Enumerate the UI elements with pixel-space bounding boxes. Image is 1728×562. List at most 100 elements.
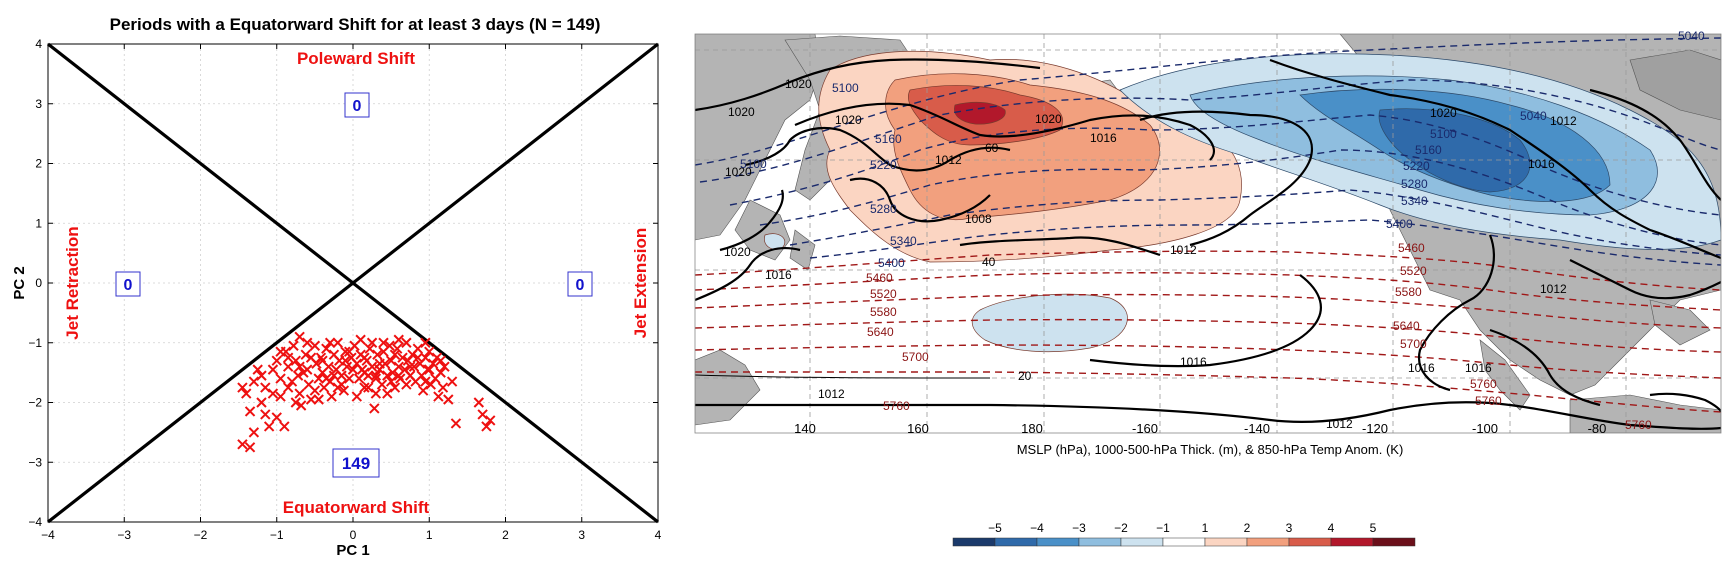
scatter-point xyxy=(271,355,282,366)
mslp-label: 1020 xyxy=(835,113,862,127)
scatter-point xyxy=(450,418,462,429)
thickness-label: 5100 xyxy=(832,81,859,95)
mslp-label: 1008 xyxy=(965,212,992,226)
x-tick-label: −4 xyxy=(41,528,55,542)
region-label-jet-extension: Jet Extension xyxy=(631,228,650,339)
scatter-point xyxy=(256,397,267,408)
thickness-label: 5100 xyxy=(740,157,767,171)
map-frame xyxy=(694,33,1722,434)
scatter-point xyxy=(313,394,324,405)
scatter-point xyxy=(374,358,385,369)
y-axis-label: PC 2 xyxy=(11,266,28,299)
thickness-cold-labels: 5100 5100 5160 5220 5280 5340 5400 5100 … xyxy=(740,29,1705,270)
thickness-label: 5160 xyxy=(875,132,902,146)
mslp-label: 1016 xyxy=(1465,361,1492,375)
synoptic-map: 1020 1020 1020 1020 1012 1008 1016 1020 … xyxy=(694,29,1722,547)
scatter-point xyxy=(338,385,350,396)
count-box-bottom: 149 xyxy=(332,448,380,478)
lon-label: -160 xyxy=(1132,421,1158,436)
scatter-point xyxy=(263,421,275,432)
scatter-point xyxy=(256,370,267,381)
scatter-point xyxy=(343,346,355,357)
mslp-label: 1012 xyxy=(1170,243,1197,257)
scatter-point xyxy=(420,337,431,348)
thickness-label: 5580 xyxy=(1395,285,1422,299)
scatter-point xyxy=(408,361,420,372)
count-box-top: 0 xyxy=(344,92,370,118)
scatter-point xyxy=(366,337,378,348)
count-left: 0 xyxy=(124,277,133,294)
count-top: 0 xyxy=(353,98,362,115)
scatter-point xyxy=(336,370,347,381)
mslp-label: 1020 xyxy=(728,105,755,119)
scatter-point xyxy=(393,370,404,381)
scatter-point xyxy=(481,421,492,432)
thickness-label: 5520 xyxy=(870,287,897,301)
x-tick-label: 1 xyxy=(426,528,433,542)
scatter-point xyxy=(372,349,383,360)
colorbar-swatch xyxy=(1120,537,1164,547)
scatter-point xyxy=(385,355,397,366)
colorbar-labels: −5 −4 −3 −2 −1 1 2 3 4 5 xyxy=(988,521,1377,535)
x-tick-label: 0 xyxy=(350,528,357,542)
scatter-point xyxy=(437,382,449,393)
mslp-label: 1016 xyxy=(1408,361,1435,375)
scatter-chart: Periods with a Equatorward Shift for at … xyxy=(11,15,662,559)
scatter-point xyxy=(427,358,439,369)
lon-label: 140 xyxy=(794,421,816,436)
scatter-point xyxy=(389,382,401,393)
chart-title: Periods with a Equatorward Shift for at … xyxy=(110,15,601,34)
scatter-point xyxy=(290,355,302,366)
thickness-label: 5640 xyxy=(1393,319,1420,333)
scatter-point xyxy=(282,382,294,393)
scatter-point xyxy=(317,355,328,366)
scatter-point xyxy=(473,397,485,408)
scatter-point xyxy=(420,352,431,363)
scatter-point xyxy=(376,379,388,390)
scatter-point xyxy=(260,409,271,420)
y-tick-label: 0 xyxy=(35,276,42,290)
scatter-point xyxy=(332,337,343,348)
thickness-label: 5640 xyxy=(867,325,894,339)
anomaly-label: 60 xyxy=(985,141,999,155)
thickness-label: 5700 xyxy=(902,350,929,364)
scatter-point xyxy=(315,352,327,363)
scatter-point xyxy=(363,382,374,393)
mslp-label: 1020 xyxy=(1430,106,1457,120)
count-box-right: 0 xyxy=(567,271,593,297)
scatter-point xyxy=(332,382,343,393)
count-bottom: 149 xyxy=(342,454,370,473)
cold-anomaly xyxy=(1119,53,1721,250)
lon-label: -100 xyxy=(1472,421,1498,436)
scatter-point xyxy=(424,364,435,375)
region-label-jet-retraction: Jet Retraction xyxy=(63,226,82,339)
thickness-label: 5340 xyxy=(1401,194,1428,208)
scatter-point xyxy=(351,391,363,402)
thickness-label: 5220 xyxy=(1403,159,1430,173)
scatter-point xyxy=(275,346,286,357)
lon-label: 180 xyxy=(1021,421,1043,436)
scatter-point xyxy=(241,388,252,399)
scatter-point xyxy=(446,376,458,387)
y-tick-label: 3 xyxy=(35,97,42,111)
y-tick-label: −3 xyxy=(28,455,42,469)
scatter-point xyxy=(417,385,429,396)
scatter-point xyxy=(401,379,412,390)
x-axis-label: PC 1 xyxy=(336,542,369,559)
count-box-left: 0 xyxy=(115,271,141,297)
thickness-label: 5760 xyxy=(1625,418,1652,432)
y-tick-label: 2 xyxy=(35,157,42,171)
scatter-point xyxy=(439,361,450,372)
thickness-warm-labels: 5460 5520 5580 5640 5700 5760 5460 5520 … xyxy=(866,241,1652,432)
scatter-point xyxy=(267,388,279,399)
scatter-point xyxy=(328,370,340,381)
scatter-point xyxy=(369,403,380,414)
thickness-label: 5460 xyxy=(866,271,893,285)
scatter-point xyxy=(237,382,248,393)
thickness-contours-warm xyxy=(695,250,1721,413)
scatter-point xyxy=(294,361,305,372)
scatter-point xyxy=(248,427,260,438)
colorbar-swatch xyxy=(994,537,1038,547)
data-points xyxy=(237,331,496,453)
colorbar-tick-label: 5 xyxy=(1370,521,1377,535)
